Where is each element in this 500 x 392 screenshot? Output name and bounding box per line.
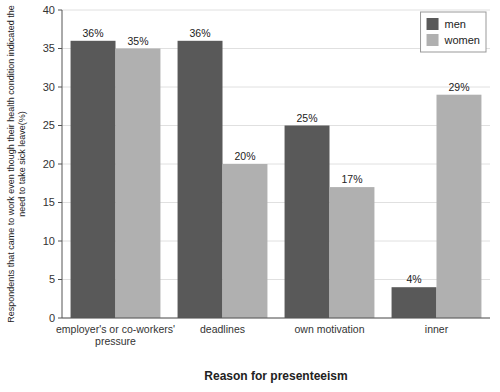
bar	[392, 287, 437, 318]
data-labels: 36% 36% 25% 4% 35% 20% 17% 29%	[83, 27, 470, 285]
legend: men women	[421, 12, 486, 52]
legend-box	[421, 12, 486, 52]
data-label: 36%	[190, 27, 211, 39]
legend-label: women	[444, 34, 480, 46]
grid-line	[62, 10, 490, 11]
y-axis-label: Respondents that came to work even thoug…	[6, 5, 27, 323]
y-tick-label: 25	[43, 119, 55, 131]
bar	[330, 187, 375, 318]
legend-swatch	[427, 34, 439, 46]
legend-swatch	[427, 18, 439, 30]
y-tick	[58, 279, 62, 280]
y-tick	[58, 87, 62, 88]
y-tick-label: 15	[43, 196, 55, 208]
data-label: 20%	[234, 150, 255, 162]
x-axis-line	[62, 318, 490, 319]
data-label: 4%	[406, 273, 421, 285]
bar	[223, 164, 268, 318]
data-label: 35%	[127, 35, 148, 47]
x-axis-label: Reason for presenteeism	[204, 369, 347, 383]
x-tick-label: own motivation	[294, 323, 364, 335]
grid	[62, 10, 490, 318]
x-tick-label: deadlines	[200, 323, 245, 335]
legend-label: men	[445, 18, 466, 30]
y-tick	[58, 10, 62, 11]
bar	[71, 41, 116, 318]
bar	[285, 126, 330, 319]
data-label: 36%	[83, 27, 104, 39]
y-axis-line	[62, 10, 63, 318]
y-tick	[58, 202, 62, 203]
y-tick-label: 40	[43, 4, 55, 16]
y-tick	[58, 164, 62, 165]
y-tick	[58, 125, 62, 126]
y-tick	[58, 318, 62, 319]
data-label: 29%	[448, 81, 469, 93]
bar	[116, 49, 161, 319]
x-tick-label: employer's or co-workers'pressure	[56, 323, 175, 347]
y-tick-label: 0	[49, 312, 55, 324]
y-tick-label: 35	[43, 42, 55, 54]
x-tick-label: inner	[425, 323, 449, 335]
bar	[437, 95, 482, 318]
grid-line	[62, 318, 490, 319]
data-label: 25%	[297, 112, 318, 124]
y-tick-label: 20	[43, 158, 55, 170]
y-tick	[58, 241, 62, 242]
chart: 0 5 10 15 20 25 30 35 40 36% 36% 25% 4% 35% 20% 17% 29% e…	[0, 0, 500, 392]
y-tick-label: 30	[43, 81, 55, 93]
bar	[178, 41, 223, 318]
bars	[71, 41, 482, 318]
y-tick	[58, 48, 62, 49]
y-tick-label: 5	[49, 273, 55, 285]
y-tick-label: 10	[43, 235, 55, 247]
data-label: 17%	[341, 173, 362, 185]
